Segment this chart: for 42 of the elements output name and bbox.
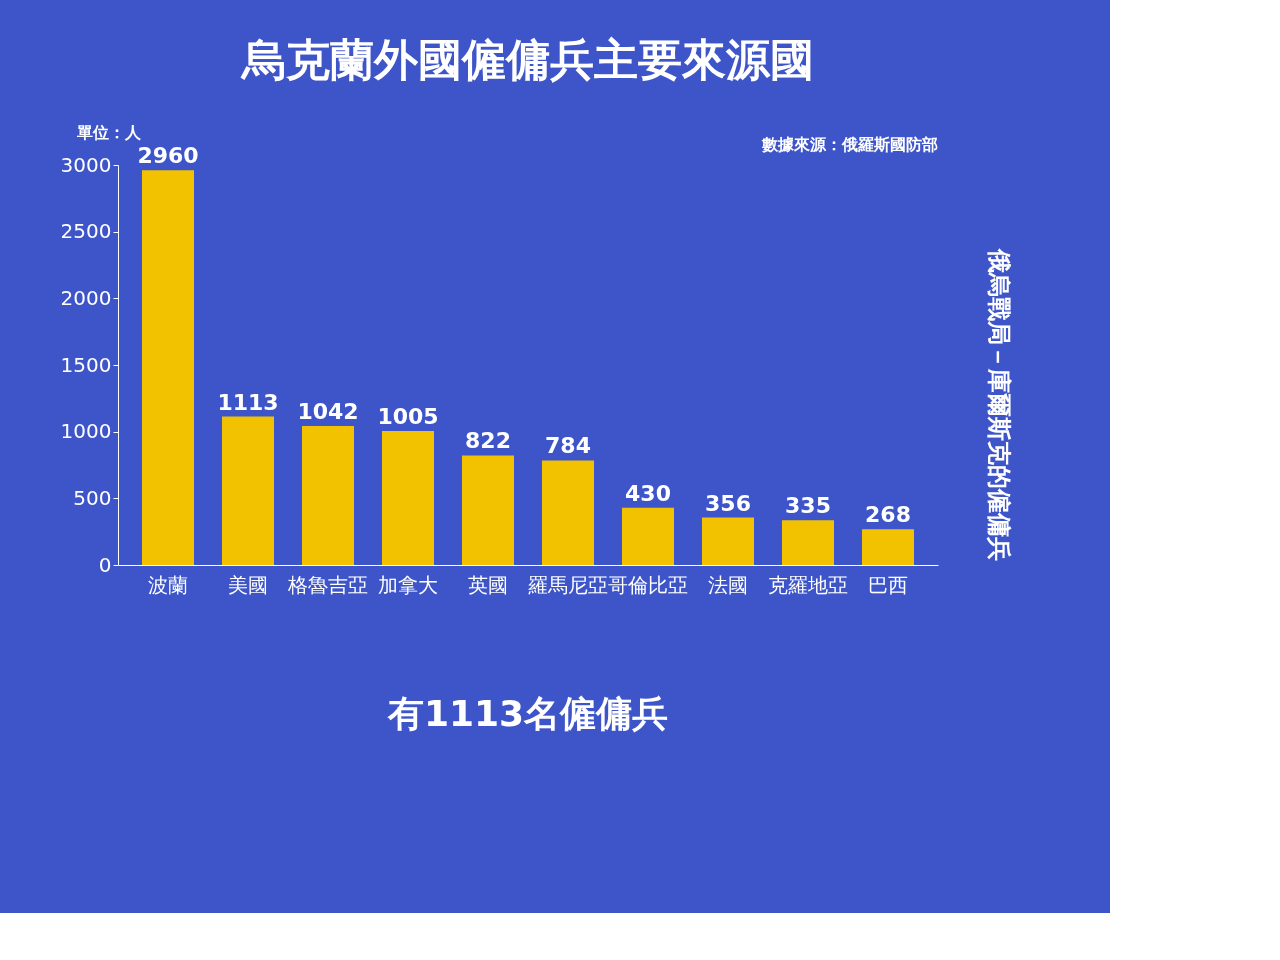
- x-tick-label: 哥倫比亞: [608, 572, 688, 597]
- data-label: 1113: [217, 389, 279, 415]
- text: 數據來源：俄羅斯國防部: [761, 135, 938, 154]
- y-axis-title: 單位：人: [75, 122, 142, 142]
- data-label: 1005: [377, 404, 439, 429]
- y-tick-label: 0: [98, 552, 112, 577]
- x-tick-label: 波蘭: [148, 572, 188, 597]
- data-label: 1042: [297, 399, 359, 425]
- x-tick-label: 克羅地亞: [768, 572, 848, 597]
- bar: [382, 431, 434, 565]
- bar: [142, 170, 194, 565]
- data-label: 268: [865, 502, 911, 528]
- y-tick-label: 1000: [60, 419, 112, 444]
- data-label: 356: [705, 490, 751, 516]
- x-tick-label: 法國: [708, 572, 748, 597]
- bar: [862, 529, 914, 565]
- text: 俄烏戰局－庫爾斯克的僱傭兵: [985, 248, 1013, 561]
- bar: [702, 517, 754, 565]
- bar: [622, 507, 674, 565]
- data-label: 335: [785, 493, 831, 519]
- data-label: 2960: [137, 143, 199, 169]
- bar: [222, 416, 274, 565]
- bar: [302, 426, 354, 565]
- y-tick-label: 1500: [60, 352, 112, 377]
- bar: [542, 460, 594, 565]
- chart-title: 烏克蘭外國僱傭兵主要來源國: [240, 34, 814, 85]
- data-label: 784: [545, 433, 591, 459]
- bar: [462, 455, 514, 565]
- data-label: 822: [465, 428, 511, 454]
- x-tick-label: 巴西: [868, 572, 908, 597]
- bar: [782, 520, 834, 565]
- x-tick-label: 英國: [468, 572, 508, 597]
- x-tick-label: 加拿大: [378, 572, 438, 597]
- y-tick-label: 500: [73, 485, 112, 510]
- x-tick-label: 格魯吉亞: [287, 572, 368, 597]
- x-tick-label: 羅馬尼亞: [528, 572, 608, 597]
- x-tick-label: 美國: [228, 572, 268, 597]
- y-tick-label: 2500: [60, 219, 112, 244]
- y-tick-label: 2000: [60, 285, 112, 310]
- y-tick-label: 3000: [60, 152, 112, 177]
- text: 有1113名僱傭兵: [386, 693, 669, 734]
- data-label: 430: [625, 480, 671, 506]
